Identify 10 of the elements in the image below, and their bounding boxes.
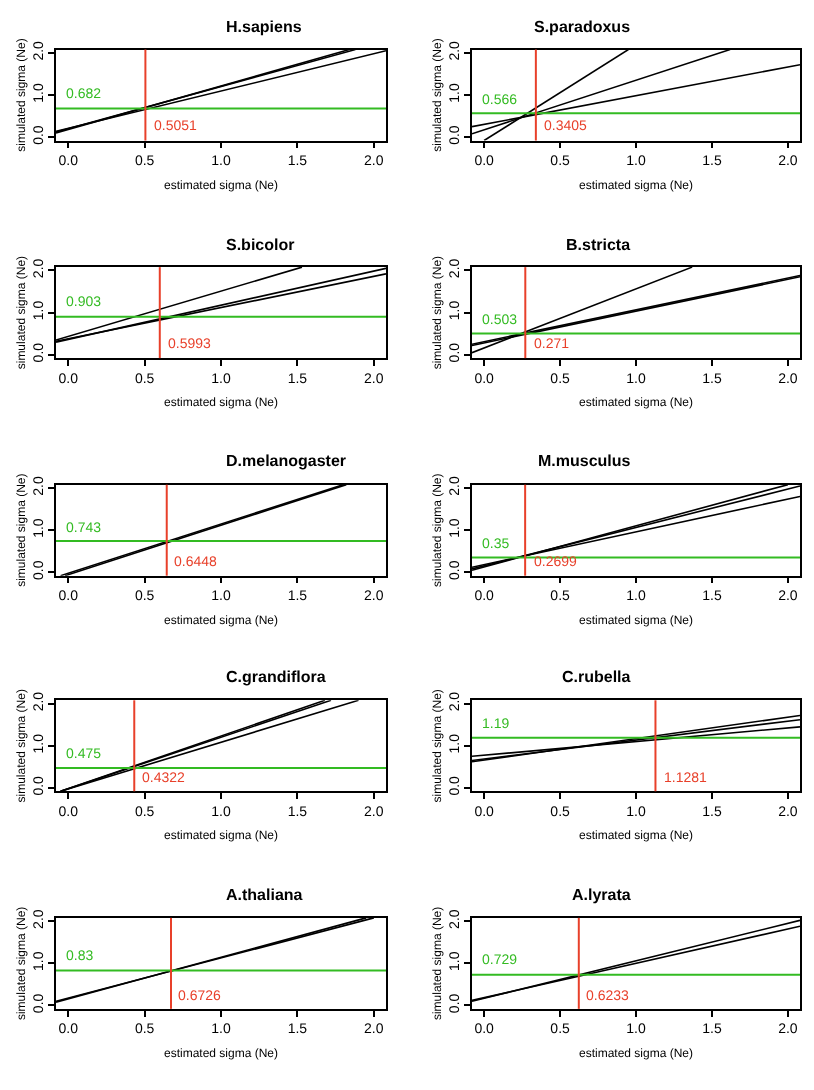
chart-title: M.musculus	[538, 452, 632, 470]
chart-title: D.melanogaster	[226, 452, 347, 470]
chart-title: H.sapiens	[226, 18, 303, 36]
chart-title: B.stricta	[566, 236, 632, 254]
chart-title: A.lyrata	[572, 886, 632, 904]
chart-title: C.grandiflora	[226, 668, 327, 686]
chart-title: A.thaliana	[226, 886, 304, 904]
chart-title: S.bicolor	[226, 236, 295, 254]
chart-title: S.paradoxus	[534, 18, 632, 36]
chart-title: C.rubella	[562, 668, 632, 686]
